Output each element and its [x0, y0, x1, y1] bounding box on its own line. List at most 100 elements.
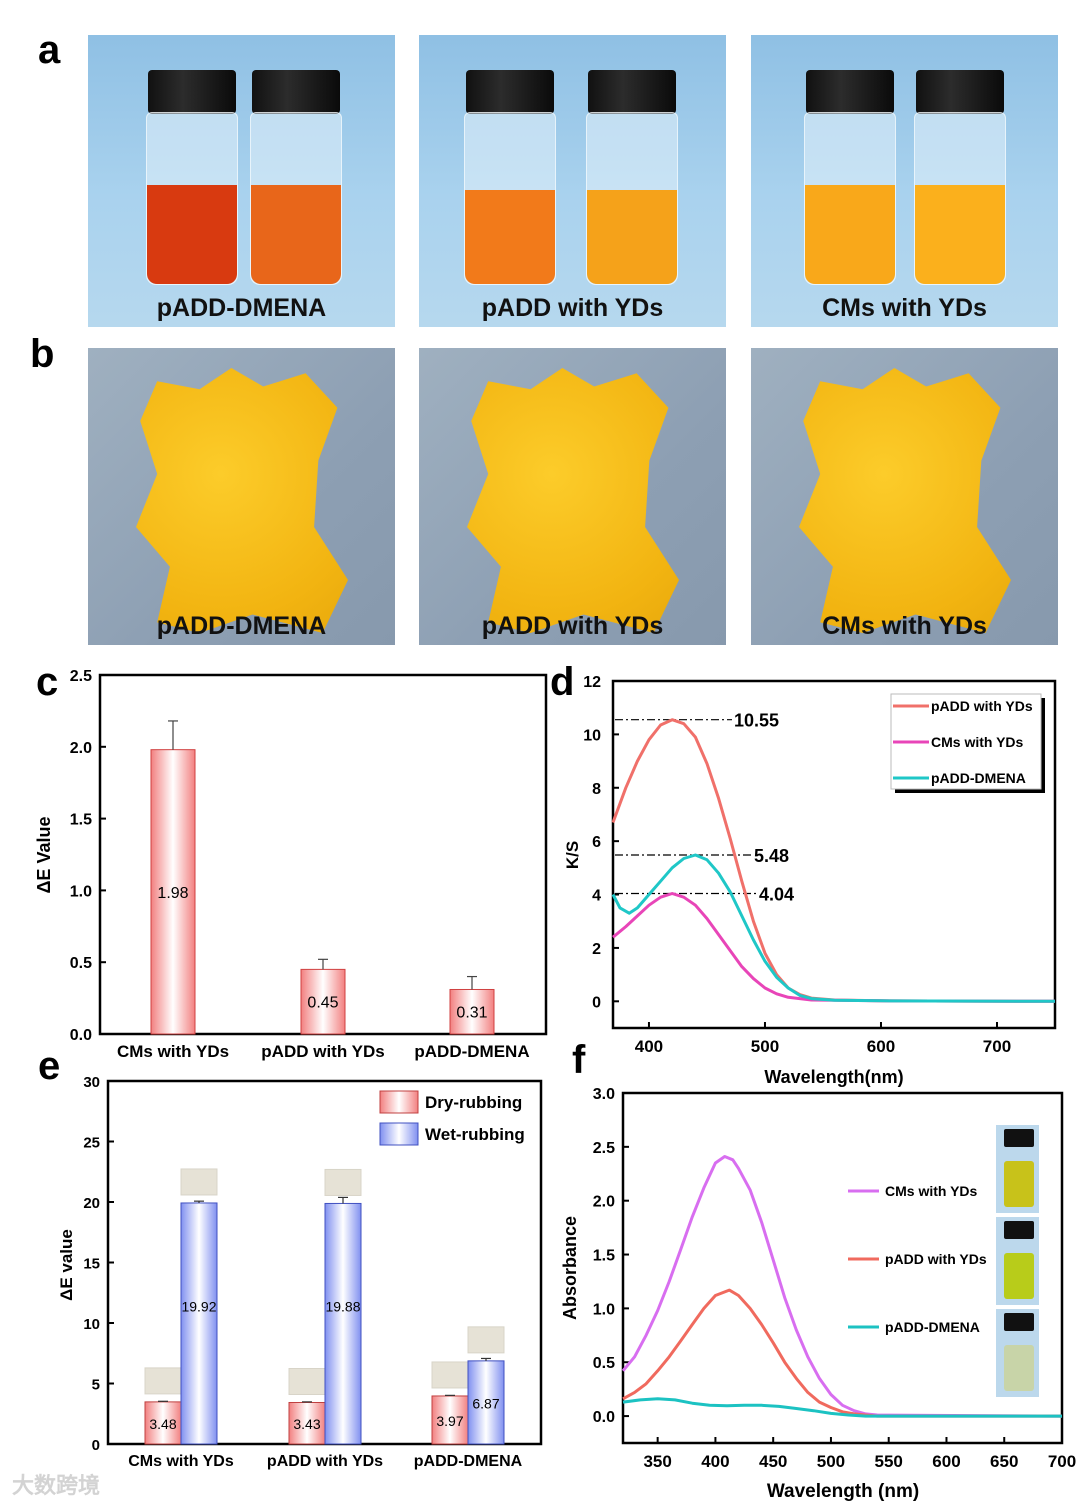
- bar-value-label: 3.97: [436, 1413, 463, 1429]
- liquid: [915, 184, 1005, 284]
- series-line-padd-dmena: [611, 853, 1056, 1003]
- legend-label: CMs with YDs: [931, 734, 1024, 750]
- leather-photo-padd-dmena: pADD-DMENA: [88, 348, 395, 645]
- liquid: [587, 189, 677, 284]
- legend-label: Wet-rubbing: [425, 1125, 525, 1144]
- x-category-label: pADD with YDs: [267, 1453, 383, 1470]
- vial-cap: [1004, 1313, 1034, 1331]
- y-axis-label: Absorbance: [560, 1216, 580, 1320]
- y-tick-label: 2.5: [593, 1140, 615, 1157]
- photo-caption: pADD-DMENA: [156, 612, 327, 640]
- y-tick-label: 10: [83, 1316, 100, 1333]
- legend-swatch: [379, 1090, 419, 1114]
- photo-caption: CMs with YDs: [822, 294, 987, 322]
- leather-photo-padd-yds: pADD with YDs: [419, 348, 726, 645]
- y-tick-label: 1.5: [593, 1248, 615, 1265]
- x-tick-label: 400: [635, 1037, 663, 1056]
- x-category-label: pADD with YDs: [261, 1042, 384, 1061]
- photo-caption: pADD-DMENA: [156, 294, 327, 322]
- vial: [250, 70, 342, 285]
- x-axis-label: Wavelength(nm): [764, 1067, 903, 1087]
- x-tick-label: 350: [643, 1452, 671, 1471]
- liquid: [147, 184, 237, 284]
- x-tick-label: 650: [990, 1452, 1018, 1471]
- liquid: [805, 184, 895, 284]
- dyed-leather: [136, 368, 348, 633]
- x-tick-label: 700: [983, 1037, 1011, 1056]
- panel-label-e: e: [38, 1044, 61, 1088]
- panel-label-b: b: [30, 332, 55, 376]
- legend-label: Dry-rubbing: [425, 1093, 522, 1112]
- y-tick-label: 1.0: [593, 1301, 615, 1318]
- watermark: 大数跨境: [12, 1473, 101, 1498]
- series-line-cms-with-yds: [612, 892, 1056, 1003]
- y-tick-label: 30: [83, 1074, 100, 1091]
- x-tick-label: 400: [701, 1452, 729, 1471]
- y-axis-label: ΔE value: [57, 1229, 76, 1301]
- annotation-label: 4.04: [759, 884, 794, 904]
- panel-label-d: d: [550, 660, 575, 704]
- y-tick-label: 2.5: [70, 668, 92, 685]
- y-tick-label: 2: [592, 941, 601, 958]
- leather-swatch: [431, 1361, 469, 1389]
- x-axis-label: Wavelength (nm): [767, 1481, 919, 1502]
- y-tick-label: 20: [83, 1195, 100, 1212]
- y-tick-label: 8: [592, 781, 601, 798]
- y-tick-label: 0.0: [70, 1027, 92, 1044]
- panel-label-a: a: [38, 28, 61, 72]
- x-tick-label: 600: [867, 1037, 895, 1056]
- y-tick-label: 25: [83, 1135, 100, 1152]
- y-tick-label: 12: [583, 674, 601, 691]
- dyed-leather: [467, 368, 679, 633]
- x-tick-label: 700: [1048, 1452, 1076, 1471]
- bar-value-label: 0.31: [456, 1005, 487, 1022]
- x-tick-label: 500: [751, 1037, 779, 1056]
- annotation-label: 5.48: [754, 846, 789, 866]
- x-category-label: pADD-DMENA: [414, 1042, 529, 1061]
- bar-value-label: 3.43: [293, 1416, 320, 1432]
- y-tick-label: 5: [92, 1377, 100, 1394]
- chart-f-frame: [621, 1091, 1064, 1445]
- y-tick-label: 4: [592, 888, 601, 905]
- y-tick-label: 1.0: [70, 883, 92, 900]
- series-line-padd-dmena: [622, 1397, 1062, 1418]
- y-tick-label: 3.0: [593, 1086, 615, 1103]
- vial: [586, 70, 678, 285]
- x-tick-label: 500: [817, 1452, 845, 1471]
- annotation-label: 10.55: [734, 711, 779, 731]
- x-tick-label: 550: [875, 1452, 903, 1471]
- y-tick-label: 0: [592, 994, 601, 1011]
- leather-swatch: [324, 1168, 362, 1196]
- liquid: [465, 189, 555, 284]
- vial-liquid: [1004, 1345, 1034, 1391]
- vial-photo-padd-dmena: pADD-DMENA: [88, 35, 395, 327]
- x-category-label: CMs with YDs: [128, 1453, 234, 1470]
- x-tick-label: 450: [759, 1452, 787, 1471]
- photo-caption: CMs with YDs: [822, 612, 987, 640]
- vial: [146, 70, 238, 285]
- bar: [300, 968, 346, 1035]
- y-tick-label: 0.5: [593, 1355, 615, 1372]
- y-tick-label: 6: [592, 834, 601, 851]
- vial-liquid: [1004, 1253, 1034, 1299]
- legend-label: pADD with YDs: [885, 1251, 987, 1267]
- bar-value-label: 6.87: [472, 1395, 499, 1411]
- y-tick-label: 0.0: [593, 1409, 615, 1426]
- x-category-label: pADD-DMENA: [414, 1453, 523, 1470]
- bar-value-label: 19.92: [181, 1298, 216, 1314]
- bar-wet-rubbing: [467, 1360, 505, 1445]
- bar-wet-rubbing: [324, 1202, 362, 1445]
- y-axis-label: ΔE Value: [34, 817, 54, 894]
- photo-caption: pADD with YDs: [481, 294, 664, 322]
- leather-swatch: [144, 1367, 182, 1395]
- series-line-cms-with-yds: [621, 1155, 1063, 1418]
- legend-label: CMs with YDs: [885, 1183, 978, 1199]
- bar-value-label: 0.45: [307, 995, 338, 1012]
- bar-value-label: 19.88: [325, 1299, 360, 1315]
- vial-liquid: [1004, 1161, 1034, 1207]
- y-tick-label: 0: [92, 1437, 100, 1454]
- photo-caption: pADD with YDs: [481, 612, 664, 640]
- leather-swatch: [467, 1326, 505, 1354]
- bar: [150, 749, 196, 1035]
